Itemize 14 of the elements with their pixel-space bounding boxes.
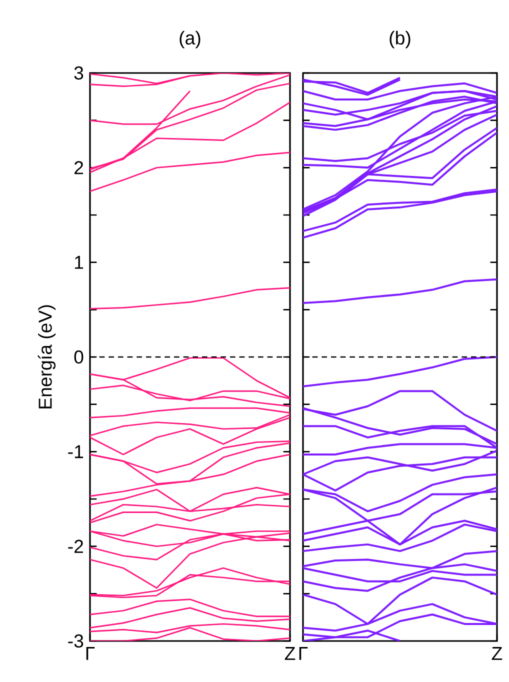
x-tick-label: Z (492, 647, 502, 660)
x-tick-label: Z (284, 647, 296, 660)
x-tick-label: Γ (299, 647, 308, 660)
y-tick-label: -2 (68, 540, 84, 553)
y-axis-title: Energía (eV) (38, 305, 56, 408)
y-tick-label: 1 (74, 256, 84, 269)
y-tick-label: 3 (74, 66, 84, 80)
x-tick-label: Γ (86, 647, 95, 660)
y-tick-label: -3 (68, 634, 84, 648)
y-tick-label: 2 (74, 161, 84, 174)
chart-title: (b) (390, 30, 410, 48)
chart-title: (a) (180, 30, 200, 48)
y-tick-label: -1 (68, 445, 84, 458)
y-tick-label: 0 (74, 350, 84, 364)
